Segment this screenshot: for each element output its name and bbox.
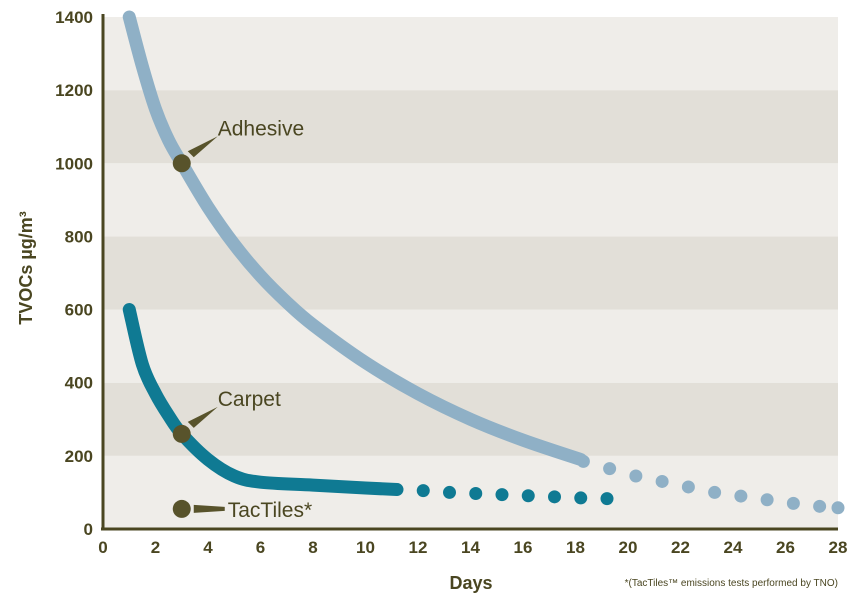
y-tick-label: 800 [65,227,93,246]
y-tick-label: 1000 [55,154,93,173]
x-tick-label: 28 [829,538,848,557]
background-bands [103,17,838,529]
carpet-dot [469,487,483,501]
callout: Adhesive [172,117,304,173]
adhesive-dot [831,501,845,515]
adhesive-dot [813,499,827,513]
adhesive-dot [734,489,748,503]
y-tick-label: 1200 [55,81,93,100]
carpet-dot [443,485,456,499]
adhesive-dot [655,474,669,488]
x-tick-label: 18 [566,538,585,557]
carpet-series [122,303,614,506]
y-tick-label: 0 [84,520,93,539]
carpet-dot [495,488,509,502]
y-axis-ticks: 0 200 400 600 800 1000 1200 1400 [55,8,93,539]
carpet-dot [548,490,561,504]
data-series [122,10,845,515]
callout-arrow [187,136,218,158]
x-tick-label: 22 [671,538,690,557]
grid-band [103,236,838,310]
adhesive-dot [629,469,643,483]
grid-band [103,17,838,91]
grid-band [103,90,838,164]
y-tick-label: 200 [65,447,93,466]
callouts: Adhesive Carpet TacTiles* [172,117,312,522]
adhesive-dot [576,454,590,468]
x-axis-ticks: 0 2 4 6 8 10 12 14 16 18 20 22 24 26 28 [98,538,847,557]
x-tick-label: 10 [356,538,375,557]
x-tick-label: 0 [98,538,107,557]
carpet-dot [600,492,614,506]
callout-arrow [187,406,218,428]
adhesive-dot [786,496,800,510]
x-tick-label: 14 [461,538,480,557]
callout-label: TacTiles* [228,499,312,522]
x-axis-title: Days [449,573,492,593]
footnote: *(TacTiles™ emissions tests performed by… [625,578,838,589]
carpet-dot [416,484,430,498]
x-tick-label: 16 [514,538,533,557]
x-tick-label: 24 [724,538,743,557]
x-tick-label: 4 [203,538,213,557]
x-tick-label: 26 [776,538,795,557]
callout-arrow [193,504,225,513]
adhesive-series [122,10,845,515]
x-tick-label: 12 [409,538,428,557]
x-tick-label: 6 [256,538,265,557]
grid-band [103,309,838,383]
x-tick-label: 8 [308,538,317,557]
x-tick-label: 2 [151,538,160,557]
callout: Carpet [172,388,281,443]
callout-marker [172,154,191,173]
adhesive-dot [708,485,722,499]
y-axis-title: TVOCs µg/m³ [16,211,36,324]
y-tick-label: 1400 [55,8,93,27]
y-tick-label: 400 [65,374,93,393]
y-tick-label: 600 [65,301,93,320]
callout-marker [172,424,191,443]
adhesive-dot [681,480,695,494]
callout-marker [172,499,191,518]
adhesive-dot [760,493,774,507]
adhesive-dot [603,462,617,476]
x-tick-label: 20 [619,538,638,557]
callout: TacTiles* [172,499,312,522]
adhesive-solid-line [122,10,588,467]
callout-label: Adhesive [218,117,304,140]
carpet-solid-line [122,303,404,497]
carpet-dot [521,489,535,503]
callout-label: Carpet [218,388,281,411]
carpet-dot [574,491,588,505]
